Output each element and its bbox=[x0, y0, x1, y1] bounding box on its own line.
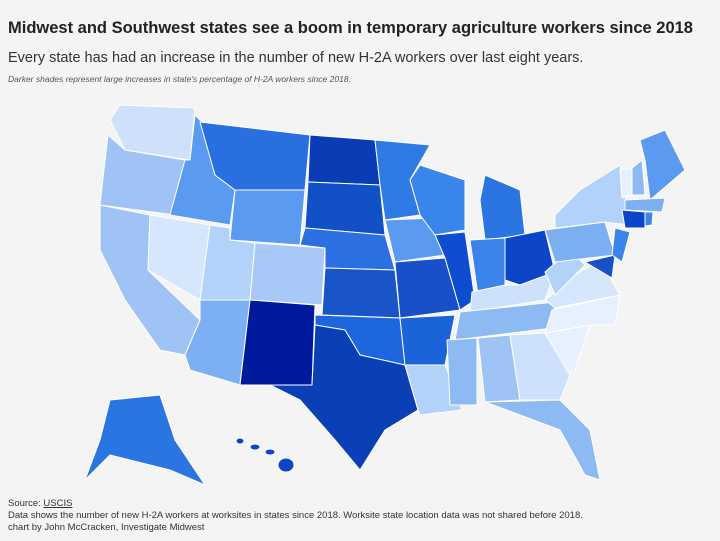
state bbox=[621, 209, 646, 229]
state bbox=[307, 134, 381, 186]
state bbox=[277, 457, 295, 473]
state bbox=[479, 174, 526, 241]
source-link[interactable]: USCIS bbox=[43, 498, 73, 509]
state bbox=[509, 332, 571, 401]
state bbox=[644, 211, 654, 227]
source: Source: USCIS bbox=[8, 498, 583, 510]
us-map bbox=[84, 104, 686, 486]
subtitle: Every state has had an increase in the n… bbox=[8, 50, 584, 66]
state bbox=[611, 227, 631, 263]
state bbox=[404, 364, 463, 416]
source-label: Source: bbox=[8, 498, 41, 509]
state bbox=[484, 399, 601, 481]
state bbox=[304, 181, 386, 236]
state bbox=[249, 242, 326, 306]
state bbox=[269, 324, 419, 471]
state bbox=[584, 254, 616, 279]
credit: chart by John McCracken, Investigate Mid… bbox=[8, 522, 205, 533]
state bbox=[446, 337, 478, 406]
description: Data shows the number of new H-2A worker… bbox=[8, 510, 583, 521]
state bbox=[184, 299, 251, 386]
state bbox=[639, 129, 686, 201]
state bbox=[235, 437, 245, 445]
state bbox=[619, 167, 633, 199]
state bbox=[321, 267, 401, 319]
state bbox=[554, 164, 631, 229]
state bbox=[624, 197, 666, 213]
state bbox=[249, 443, 261, 451]
state bbox=[229, 189, 306, 246]
state bbox=[239, 299, 316, 386]
footer: Source: USCIS Data shows the number of n… bbox=[8, 498, 583, 534]
state bbox=[631, 159, 646, 196]
state bbox=[84, 394, 206, 486]
state bbox=[434, 231, 476, 311]
state bbox=[264, 448, 276, 456]
title: Midwest and Southwest states see a boom … bbox=[8, 19, 693, 37]
note: Darker shades represent large increases … bbox=[8, 74, 351, 84]
states bbox=[84, 104, 686, 486]
